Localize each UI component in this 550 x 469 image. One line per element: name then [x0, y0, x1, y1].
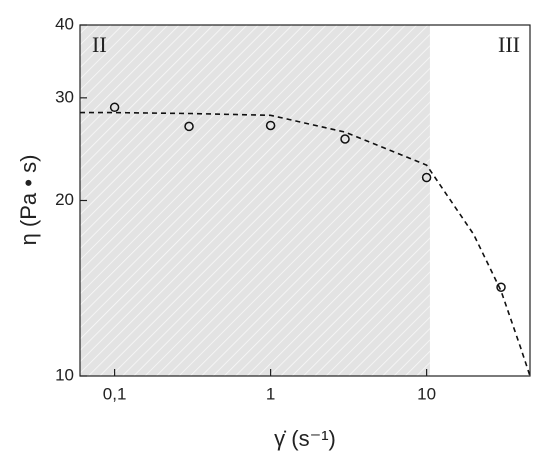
data-point	[109, 102, 120, 113]
data-point	[496, 282, 506, 292]
region-label: II	[92, 32, 107, 57]
shaded-region	[80, 25, 430, 376]
x-tick-label: 0,1	[103, 384, 127, 403]
y-tick-label: 20	[55, 190, 74, 209]
y-tick-label: 40	[55, 14, 74, 33]
shade-hatch	[80, 25, 430, 376]
data-point	[421, 172, 432, 183]
region-label: III	[498, 32, 520, 57]
x-tick-label: 1	[266, 384, 275, 403]
y-tick-label: 10	[55, 365, 74, 384]
x-tick-label: 10	[417, 384, 436, 403]
data-point	[184, 121, 194, 132]
y-tick-label: 30	[55, 87, 74, 106]
y-axis-label: η (Pa • s)	[16, 155, 41, 246]
data-point	[340, 134, 350, 144]
x-axis-label: γ̇ (s⁻¹)	[274, 426, 336, 451]
data-point	[265, 120, 276, 131]
fit-line	[80, 111, 531, 377]
